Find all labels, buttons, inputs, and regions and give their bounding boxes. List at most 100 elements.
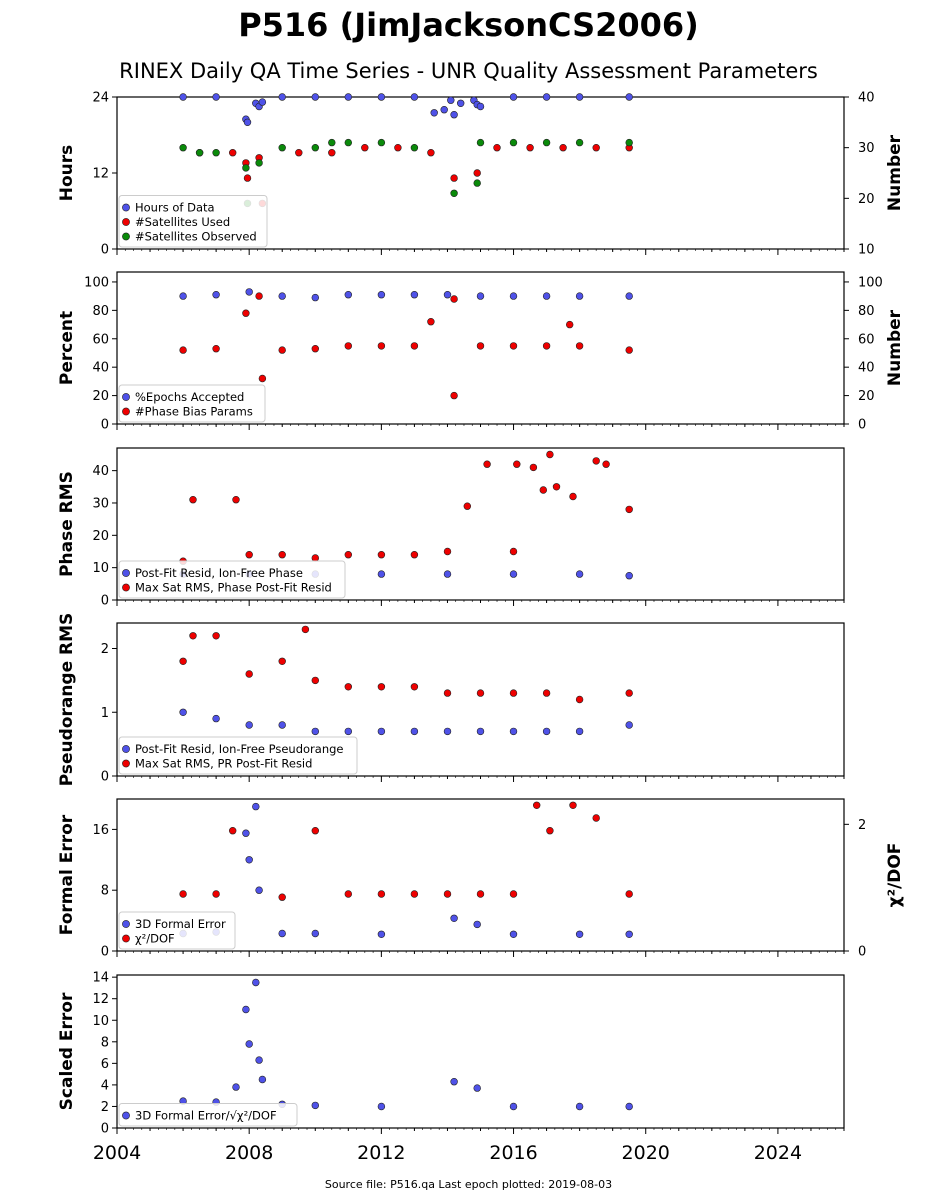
data-point xyxy=(278,893,286,901)
data-point xyxy=(552,483,561,491)
data-point xyxy=(179,890,187,898)
data-point xyxy=(212,714,220,723)
data-point xyxy=(311,554,319,562)
data-point xyxy=(311,293,319,302)
data-point xyxy=(463,502,471,510)
y-right-tick-label: 20 xyxy=(858,192,875,207)
data-point xyxy=(447,96,455,104)
y-tick-label: 24 xyxy=(92,91,109,106)
legend-entry: χ²/DOF xyxy=(135,932,175,946)
legend-marker xyxy=(122,759,130,768)
data-point xyxy=(443,689,452,697)
y-tick-label: 6 xyxy=(101,1057,109,1072)
data-point xyxy=(542,93,551,101)
chart-title: P516 (JimJacksonCS2006) xyxy=(238,6,699,44)
y-tick-label: 80 xyxy=(92,304,109,319)
data-point xyxy=(377,342,386,350)
data-point xyxy=(212,93,220,101)
y-tick-label: 10 xyxy=(92,561,109,576)
data-point xyxy=(245,550,253,559)
legend-entry: #Satellites Used xyxy=(135,215,230,229)
y-tick-label: 20 xyxy=(92,389,109,404)
data-point xyxy=(229,826,237,835)
data-point xyxy=(529,463,538,472)
data-point xyxy=(278,346,286,354)
y-tick-label: 12 xyxy=(92,992,109,1007)
y-right-tick-label: 30 xyxy=(858,141,875,156)
data-point xyxy=(625,890,633,898)
legend-entry: Post-Fit Resid, Ion-Free Pseudorange xyxy=(135,742,343,756)
y-right-tick-label: 60 xyxy=(858,332,875,347)
y-axis-label: Phase RMS xyxy=(57,471,77,577)
y-axis-label: Scaled Error xyxy=(57,992,77,1110)
y-right-tick-label: 0 xyxy=(858,945,866,960)
data-point xyxy=(311,1101,319,1110)
data-point xyxy=(179,708,187,716)
data-point xyxy=(526,144,534,152)
data-point xyxy=(476,138,485,147)
legend-marker xyxy=(122,218,130,226)
y-tick-label: 0 xyxy=(101,770,109,785)
y-tick-label: 1 xyxy=(101,706,109,721)
y-right-tick-label: 2 xyxy=(858,818,866,833)
data-point xyxy=(410,683,419,691)
data-point xyxy=(625,292,633,300)
data-point xyxy=(569,801,577,809)
data-point xyxy=(189,632,197,640)
y-right-tick-label: 10 xyxy=(858,243,875,258)
data-point xyxy=(212,149,220,157)
data-point xyxy=(179,346,187,354)
data-point xyxy=(476,102,485,111)
data-point xyxy=(212,890,220,898)
data-point xyxy=(509,890,518,898)
data-point xyxy=(245,1040,253,1048)
data-point xyxy=(450,391,458,400)
y-tick-label: 0 xyxy=(101,945,109,960)
data-point xyxy=(410,342,419,350)
data-point xyxy=(242,164,250,172)
data-point xyxy=(473,179,481,187)
panel-6: 0 2 4 6 8 10 12 14 Scaled Error 3D Formal Error/√… xyxy=(57,971,845,1137)
data-point xyxy=(592,457,600,465)
data-point xyxy=(450,1077,458,1086)
data-point xyxy=(443,890,452,898)
data-point xyxy=(509,930,518,938)
legend-box xyxy=(118,384,266,423)
y-axis-label: Hours xyxy=(57,145,77,202)
data-point xyxy=(625,689,633,697)
data-point xyxy=(301,625,310,634)
data-point xyxy=(255,292,263,300)
data-point xyxy=(625,346,633,354)
data-point xyxy=(255,159,263,167)
data-point xyxy=(179,144,187,152)
data-point xyxy=(410,93,419,101)
data-point xyxy=(559,144,567,152)
data-point xyxy=(344,93,352,101)
data-point xyxy=(245,288,253,296)
legend-entry: %Epochs Accepted xyxy=(135,390,244,404)
y-right-tick-label: 0 xyxy=(858,418,866,433)
data-point xyxy=(179,657,187,665)
data-point xyxy=(410,291,419,299)
data-point xyxy=(575,695,584,704)
data-point xyxy=(450,189,458,198)
y-tick-label: 0 xyxy=(101,1122,109,1137)
data-point xyxy=(377,930,386,938)
data-point xyxy=(565,320,574,329)
data-point xyxy=(229,149,237,157)
y-axis-right-label: χ²/DOF xyxy=(885,843,905,908)
y-right-tick-label: 80 xyxy=(858,304,875,319)
data-point xyxy=(457,99,465,108)
data-point xyxy=(575,138,584,147)
data-point xyxy=(476,890,485,898)
data-point xyxy=(212,632,220,640)
data-point xyxy=(440,105,448,114)
y-tick-label: 100 xyxy=(84,275,109,290)
x-tick-label: 2008 xyxy=(225,1142,273,1164)
data-point xyxy=(255,1056,263,1064)
data-point xyxy=(509,727,518,736)
y-tick-label: 14 xyxy=(92,971,109,986)
data-point xyxy=(575,727,584,736)
